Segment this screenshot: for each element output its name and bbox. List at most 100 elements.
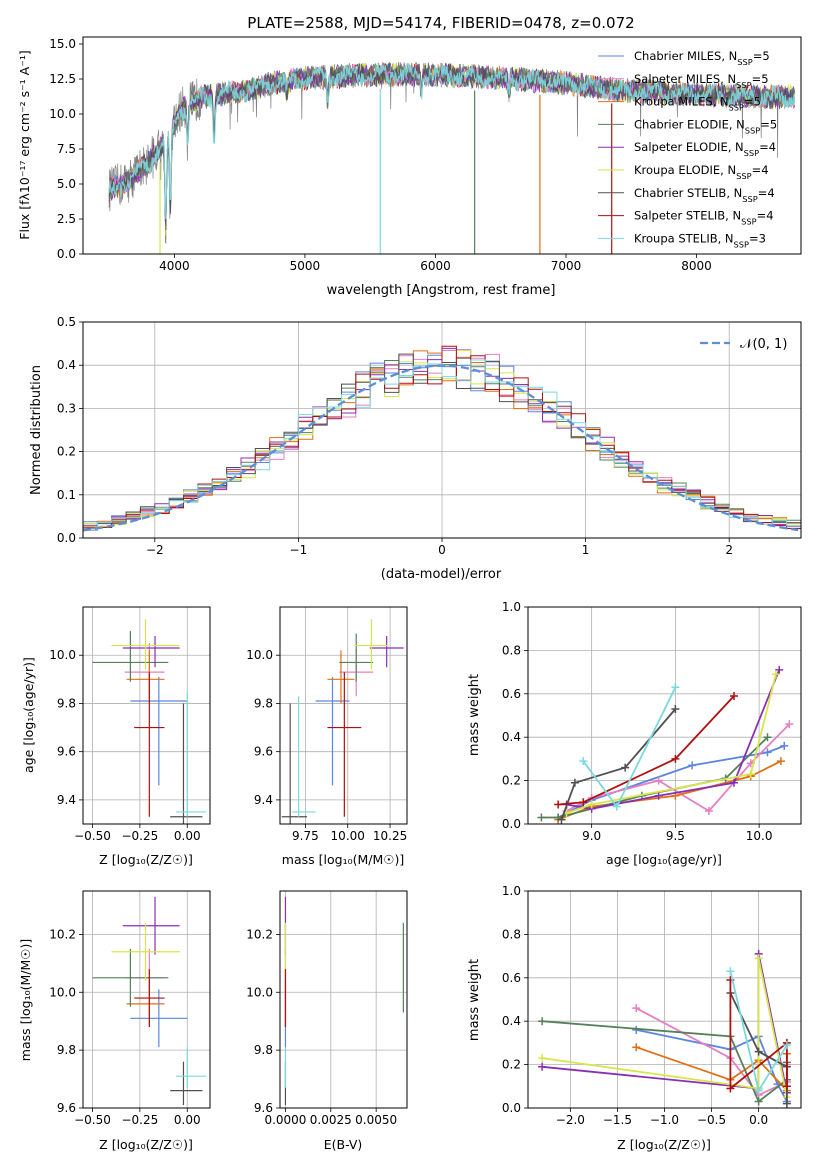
grid bbox=[280, 891, 407, 1109]
point-marker bbox=[730, 691, 739, 700]
axes-residuals: −2 −1 0 1 2 0.0 0.1 0.2 0.3 0.4 0.5 (data-model)/er… bbox=[29, 315, 802, 582]
x-tick-label: −0.50 bbox=[74, 1113, 111, 1127]
errorbar-chabrier-elodie bbox=[92, 631, 169, 682]
x-tick-label: 0.0 bbox=[749, 1113, 768, 1127]
y-tick-label: 0.8 bbox=[502, 927, 521, 941]
y-tick-label: 0.1 bbox=[57, 488, 76, 502]
axes-weight-vs-age: 9.0 9.5 10.0 0.0 0.2 0.4 0.6 0.8 1.0 age [log₁₀(a… bbox=[467, 600, 802, 867]
axes-frame bbox=[279, 890, 408, 1109]
y-tick-label: 1.0 bbox=[502, 884, 521, 898]
x-tick-label: −0.25 bbox=[121, 829, 158, 843]
y-tick-label: 0.8 bbox=[502, 643, 521, 657]
x-tick-label: 0.0050 bbox=[355, 1113, 397, 1127]
x-tick-label: 9.75 bbox=[292, 829, 319, 843]
histogram-kroupa-elodie bbox=[83, 350, 801, 527]
model-line-chabrier-elodie bbox=[108, 62, 795, 228]
axes-mass-vs-ebv: 0.0000 0.0025 0.0050 9.6 9.8 10.0 10.2 E(B-V) bbox=[246, 890, 408, 1152]
point-marker bbox=[632, 1004, 641, 1013]
point-marker bbox=[671, 754, 680, 763]
series-kroupa-stelib bbox=[579, 683, 680, 811]
errorbar-kroupa-miles bbox=[327, 650, 355, 704]
y-tick-label: 10.2 bbox=[49, 927, 76, 941]
legend-label: Chabrier STELIB, NSSP=4 bbox=[634, 186, 775, 204]
axes-frame bbox=[527, 606, 802, 825]
y-tick-label: 9.4 bbox=[254, 793, 273, 807]
point-marker bbox=[537, 813, 546, 822]
y-tick-label: 0.0 bbox=[502, 1101, 521, 1115]
axes-weight-vs-Z: −2.0 −1.5 −1.0 −0.5 0.0 0.0 0.2 0.4 0.6 0.8 1.0 Z [… bbox=[467, 884, 802, 1152]
point-marker bbox=[782, 1099, 791, 1108]
point-marker bbox=[654, 791, 663, 800]
errorbar-kroupa-stelib bbox=[175, 1047, 207, 1088]
y-tick-label: 0.6 bbox=[502, 687, 521, 701]
point-marker bbox=[538, 1062, 547, 1071]
x-tick-label: 10.25 bbox=[373, 829, 407, 843]
axes-age-vs-mass: 9.75 10.00 10.25 9.4 9.6 9.8 10.0 mass [log₁₀(M… bbox=[246, 606, 408, 867]
y-tick-label: 10.0 bbox=[246, 985, 273, 999]
errorbar-chabrier-miles bbox=[130, 989, 188, 1048]
errorbar-chabrier-elodie bbox=[92, 948, 169, 1007]
y-tick-label: 10.0 bbox=[49, 648, 76, 662]
legend-label: Salpeter ELODIE, NSSP=4 bbox=[634, 140, 776, 158]
point-marker bbox=[746, 770, 755, 779]
errorbar-kroupa-elodie bbox=[354, 619, 389, 670]
axes-mass-vs-Z: −0.50 −0.25 0.00 9.6 9.8 10.0 10.2 Z [log₁₀(Z/Z… bbox=[18, 890, 211, 1152]
x-tick-label: −0.25 bbox=[121, 1113, 158, 1127]
x-tick-label: 6000 bbox=[420, 259, 451, 273]
x-tick-label: −1 bbox=[290, 543, 308, 557]
errorbar-kroupa-elodie bbox=[111, 922, 180, 981]
axes-frame bbox=[82, 321, 802, 539]
point-marker bbox=[782, 1082, 791, 1091]
errorbar-chabrier-stelib bbox=[281, 703, 308, 824]
y-tick-label: 0.3 bbox=[57, 401, 76, 415]
point-marker bbox=[726, 967, 735, 976]
y-tick-label: 9.8 bbox=[57, 696, 76, 710]
x-axis-label: Z [log₁₀(Z/Z☉)] bbox=[99, 852, 193, 867]
y-tick-label: 9.4 bbox=[57, 793, 76, 807]
y-tick-label: 0.2 bbox=[502, 774, 521, 788]
grid bbox=[83, 891, 210, 1109]
plot-area bbox=[537, 665, 794, 824]
x-axis-label: mass [log₁₀(M/M☉)] bbox=[282, 852, 404, 867]
plot-area bbox=[83, 345, 801, 532]
series-kroupa-elodie bbox=[562, 670, 780, 818]
errorbar-kroupa-stelib bbox=[291, 696, 316, 817]
x-tick-label: 5000 bbox=[290, 259, 321, 273]
y-axis-label: mass [log₁₀(M/M☉)] bbox=[18, 939, 33, 1061]
x-tick-label: −2.0 bbox=[556, 1113, 585, 1127]
errorbar-chabrier-elodie bbox=[339, 633, 374, 682]
y-tick-label: 9.8 bbox=[57, 1043, 76, 1057]
errorbar-chabrier-stelib bbox=[170, 703, 203, 824]
point-marker bbox=[776, 757, 785, 766]
y-axis-label: mass weight bbox=[467, 959, 482, 1041]
x-tick-label: 0.00 bbox=[174, 829, 201, 843]
point-marker bbox=[579, 798, 588, 807]
point-marker bbox=[754, 1047, 763, 1056]
y-tick-label: 5.0 bbox=[57, 177, 76, 191]
x-tick-label: 7000 bbox=[551, 259, 582, 273]
point-marker bbox=[612, 802, 621, 811]
point-marker bbox=[538, 1054, 547, 1063]
x-tick-label: 0.00 bbox=[174, 1113, 201, 1127]
point-marker bbox=[654, 776, 663, 785]
point-marker bbox=[621, 763, 630, 772]
axes-frame bbox=[82, 36, 802, 255]
y-tick-label: 12.5 bbox=[49, 72, 76, 86]
y-tick-label: 10.0 bbox=[246, 648, 273, 662]
x-tick-label: −0.50 bbox=[74, 829, 111, 843]
y-axis-label: Normed distribution bbox=[29, 365, 44, 495]
series-salpeter-stelib bbox=[554, 691, 739, 809]
y-tick-label: 9.6 bbox=[57, 745, 76, 759]
series-line bbox=[566, 674, 777, 814]
point-marker bbox=[570, 778, 579, 787]
chart-title: PLATE=2588, MJD=54174, FIBERID=0478, z=0… bbox=[247, 14, 634, 32]
axes-age-vs-Z: −0.50 −0.25 0.00 9.4 9.6 9.8 10.0 Z [log₁₀(Z/Z☉… bbox=[21, 606, 211, 867]
plot-area bbox=[538, 949, 791, 1108]
x-tick-label: 4000 bbox=[159, 259, 190, 273]
point-marker bbox=[726, 1084, 735, 1093]
x-tick-label: −1.0 bbox=[650, 1113, 679, 1127]
y-tick-label: 0.2 bbox=[502, 1058, 521, 1072]
point-marker bbox=[554, 800, 563, 809]
legend: 𝒩(0, 1) bbox=[700, 337, 787, 352]
